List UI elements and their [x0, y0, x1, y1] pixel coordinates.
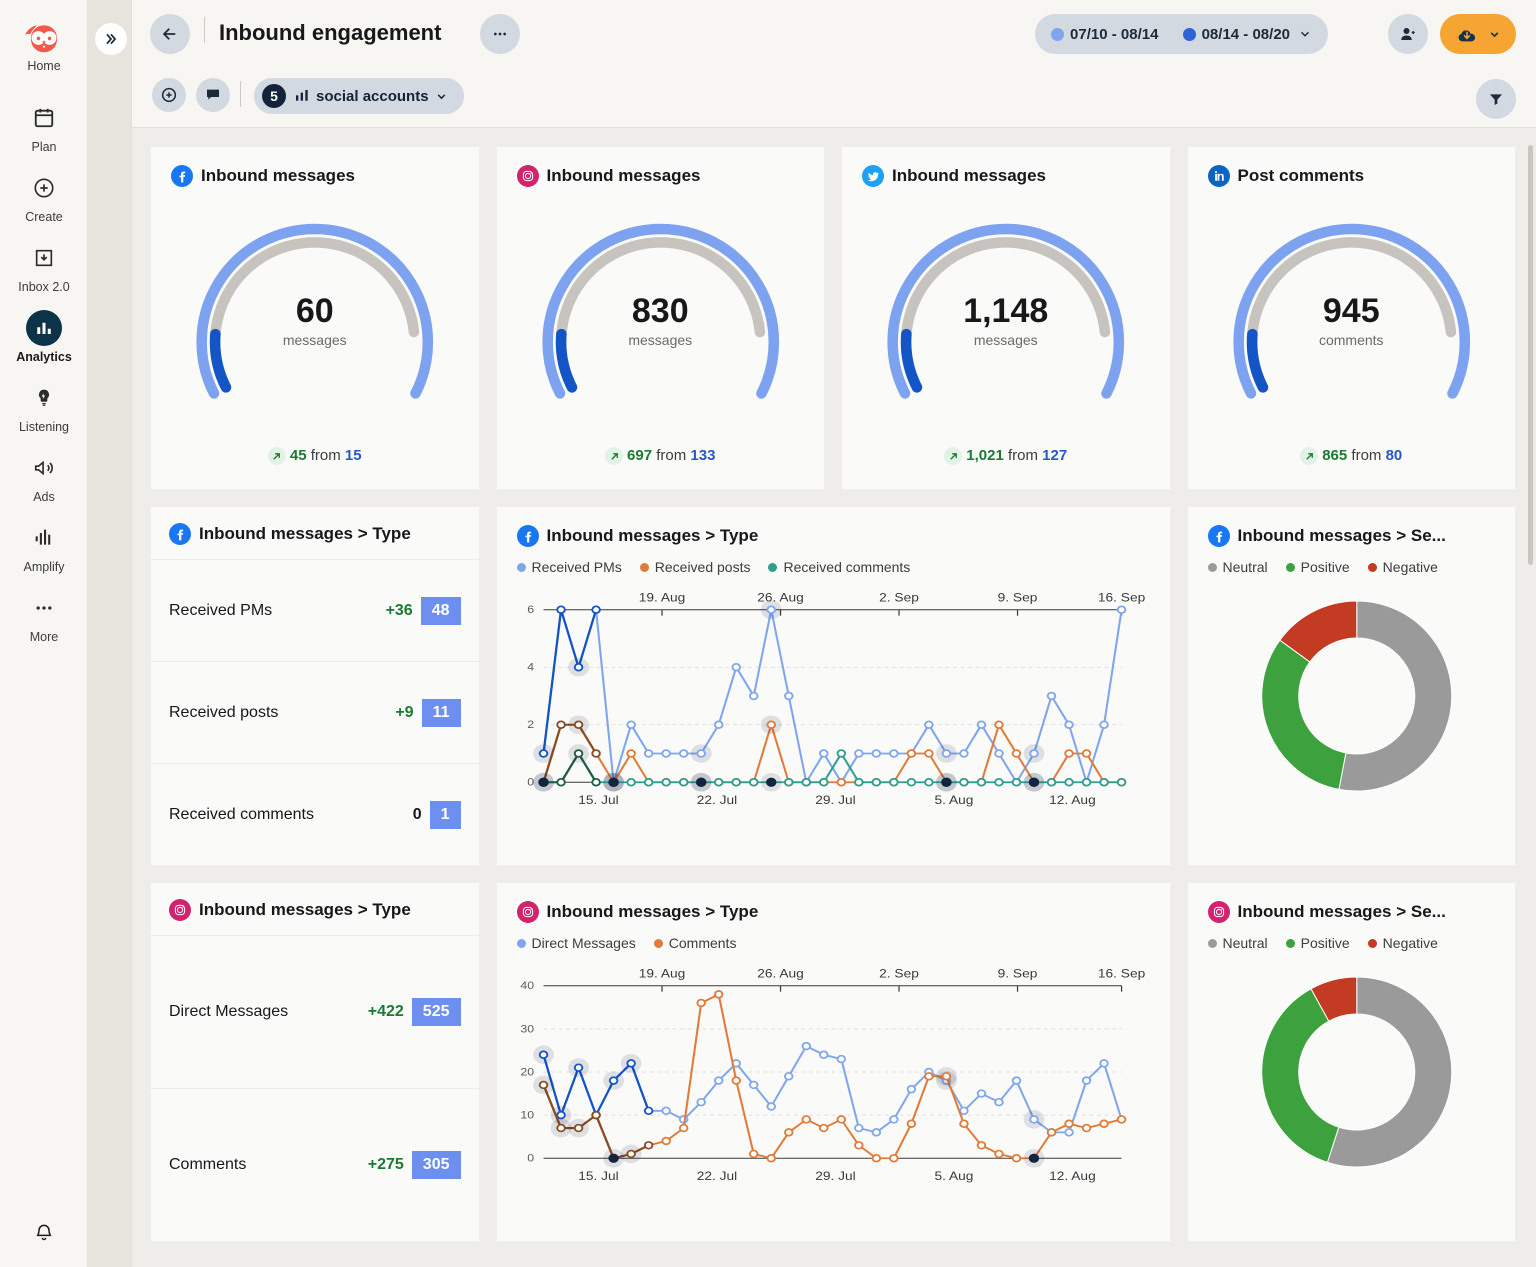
svg-text:5. Aug: 5. Aug: [934, 1169, 973, 1183]
svg-text:2: 2: [527, 719, 534, 731]
svg-text:2. Sep: 2. Sep: [879, 590, 919, 604]
svg-text:19. Aug: 19. Aug: [638, 966, 685, 980]
svg-text:2. Sep: 2. Sep: [879, 966, 919, 980]
svg-text:12. Aug: 12. Aug: [1049, 1169, 1096, 1183]
svg-text:22. Jul: 22. Jul: [696, 1169, 737, 1183]
svg-text:29. Jul: 29. Jul: [815, 1169, 856, 1183]
svg-text:9. Sep: 9. Sep: [997, 966, 1037, 980]
svg-text:19. Aug: 19. Aug: [638, 590, 685, 604]
svg-text:40: 40: [520, 980, 534, 992]
svg-text:15. Jul: 15. Jul: [578, 793, 619, 807]
svg-text:4: 4: [527, 661, 534, 673]
svg-text:16. Sep: 16. Sep: [1097, 590, 1144, 604]
svg-text:22. Jul: 22. Jul: [696, 793, 737, 807]
svg-text:30: 30: [520, 1023, 534, 1035]
svg-text:29. Jul: 29. Jul: [815, 793, 856, 807]
svg-text:26. Aug: 26. Aug: [757, 590, 804, 604]
svg-text:6: 6: [527, 604, 534, 616]
svg-text:0: 0: [527, 1152, 534, 1164]
svg-text:16. Sep: 16. Sep: [1097, 966, 1144, 980]
svg-text:10: 10: [520, 1109, 534, 1121]
svg-text:5. Aug: 5. Aug: [934, 793, 973, 807]
svg-text:15. Jul: 15. Jul: [578, 1169, 619, 1183]
svg-text:9. Sep: 9. Sep: [997, 590, 1037, 604]
svg-text:12. Aug: 12. Aug: [1049, 793, 1096, 807]
svg-text:26. Aug: 26. Aug: [757, 966, 804, 980]
svg-text:20: 20: [520, 1066, 534, 1078]
